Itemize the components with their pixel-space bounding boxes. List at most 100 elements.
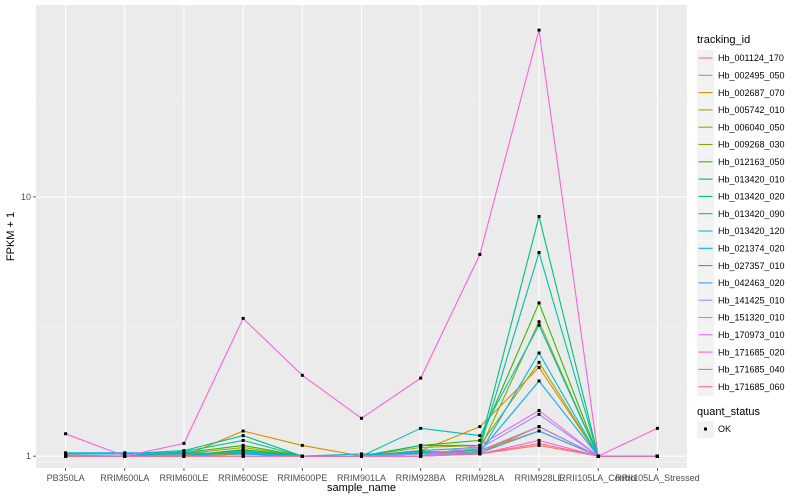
data-point [419,443,423,447]
data-point [419,450,423,454]
data-point [478,425,482,429]
data-point [537,408,541,412]
data-point [478,434,482,438]
data-point [655,426,659,430]
data-point [537,365,541,369]
data-point [478,252,482,256]
data-point [419,452,423,456]
legend-title: tracking_id [697,34,750,46]
data-point [478,438,482,442]
legend-label: Hb_002687_070 [718,88,785,98]
data-point [537,379,541,383]
legend-quant-status: quant_status OK [697,406,760,438]
data-point [537,425,541,429]
data-point [478,449,482,453]
x-tick-label: RRIM600LA [100,473,149,483]
y-axis-title: FPKM + 1 [5,212,17,261]
legend-key-point [704,427,707,431]
legend-label: Hb_005742_010 [718,105,785,115]
data-point [241,454,245,458]
data-point [537,443,541,447]
legend-label: Hb_013420_010 [718,174,785,184]
data-point [182,454,186,458]
data-point [182,441,186,445]
y-axis: 1 10 [21,192,36,461]
data-point [241,434,245,438]
legend-label: Hb_151320_010 [718,313,785,323]
data-point [64,454,68,458]
data-point [537,215,541,219]
legend-label: Hb_013420_120 [718,226,785,236]
data-point [537,438,541,442]
x-tick-label: RRIM901LA [337,473,386,483]
data-point [419,426,423,430]
x-tick-label: PB350LA [47,473,85,483]
legend-label: Hb_013420_090 [718,209,785,219]
legend-label: Hb_002495_050 [718,71,785,81]
legend-label: Hb_141425_010 [718,295,785,305]
legend-label: Hb_042463_020 [718,278,785,288]
data-point [123,451,127,455]
data-point [360,454,363,458]
data-point [537,251,541,255]
data-point [241,438,245,442]
data-point [64,432,68,436]
data-point [360,416,363,420]
legend-label: Hb_006040_050 [718,122,785,132]
data-point [419,376,423,380]
data-point [419,445,423,449]
legend-label: Hb_170973_010 [718,330,785,340]
x-tick-label: RRIM600PE [277,473,327,483]
x-axis: PB350LA RRIM600LA RRIM600LE RRIM600SE RRIM60… [47,468,700,483]
data-point [300,373,304,377]
data-point [360,452,363,456]
legend-label: Hb_171685_040 [718,365,785,375]
legend-label: Hb_171685_060 [718,382,785,392]
y-tick-label: 10 [21,192,31,202]
x-axis-title: sample_name [327,482,396,494]
legend-title-quant-status: quant_status [697,406,760,418]
data-point [241,443,245,447]
legend-label: Hb_021374_020 [718,244,785,254]
data-point [537,323,541,327]
y-tick-label: 1 [26,451,31,461]
data-point [300,454,304,458]
data-point [241,429,245,433]
data-point [241,452,245,456]
data-point [537,429,541,433]
x-tick-label: RRIM928BA [396,473,446,483]
legend-label: Hb_009268_030 [718,140,785,150]
data-point [655,454,659,458]
x-tick-label: RRIM600LE [159,473,208,483]
data-point [419,454,423,458]
x-tick-label: RRIM928LA [455,473,504,483]
data-point [537,301,541,305]
x-tick-label: RRII105LA_Stressed [615,473,700,483]
x-tick-label: RRIM928LE [515,473,564,483]
legend-label: Hb_171685_020 [718,347,785,357]
legend-tracking-id: tracking_id Hb_001124_170 Hb_002495_050 Hb… [697,34,785,396]
legend-label: Hb_001124_170 [718,53,784,63]
data-point [241,316,245,320]
x-tick-label: RRIM600SE [218,473,268,483]
data-point [537,412,541,416]
grid-major [36,5,687,468]
series-points [64,28,659,458]
legend-label: Hb_012163_050 [718,157,785,167]
data-point [64,451,68,455]
data-point [241,445,245,449]
data-point [300,443,304,447]
data-point [537,320,541,324]
legend-label: Hb_013420_020 [718,192,785,202]
legend-label: Hb_027357_010 [718,261,785,271]
data-point [537,28,541,32]
data-point [537,351,541,355]
x-tick-label: RRII105LA_Control [559,473,637,483]
data-point [478,447,482,451]
data-point [123,454,127,458]
data-point [182,451,186,455]
data-point [241,448,245,452]
legend-label: OK [718,424,731,434]
data-point [537,360,541,364]
